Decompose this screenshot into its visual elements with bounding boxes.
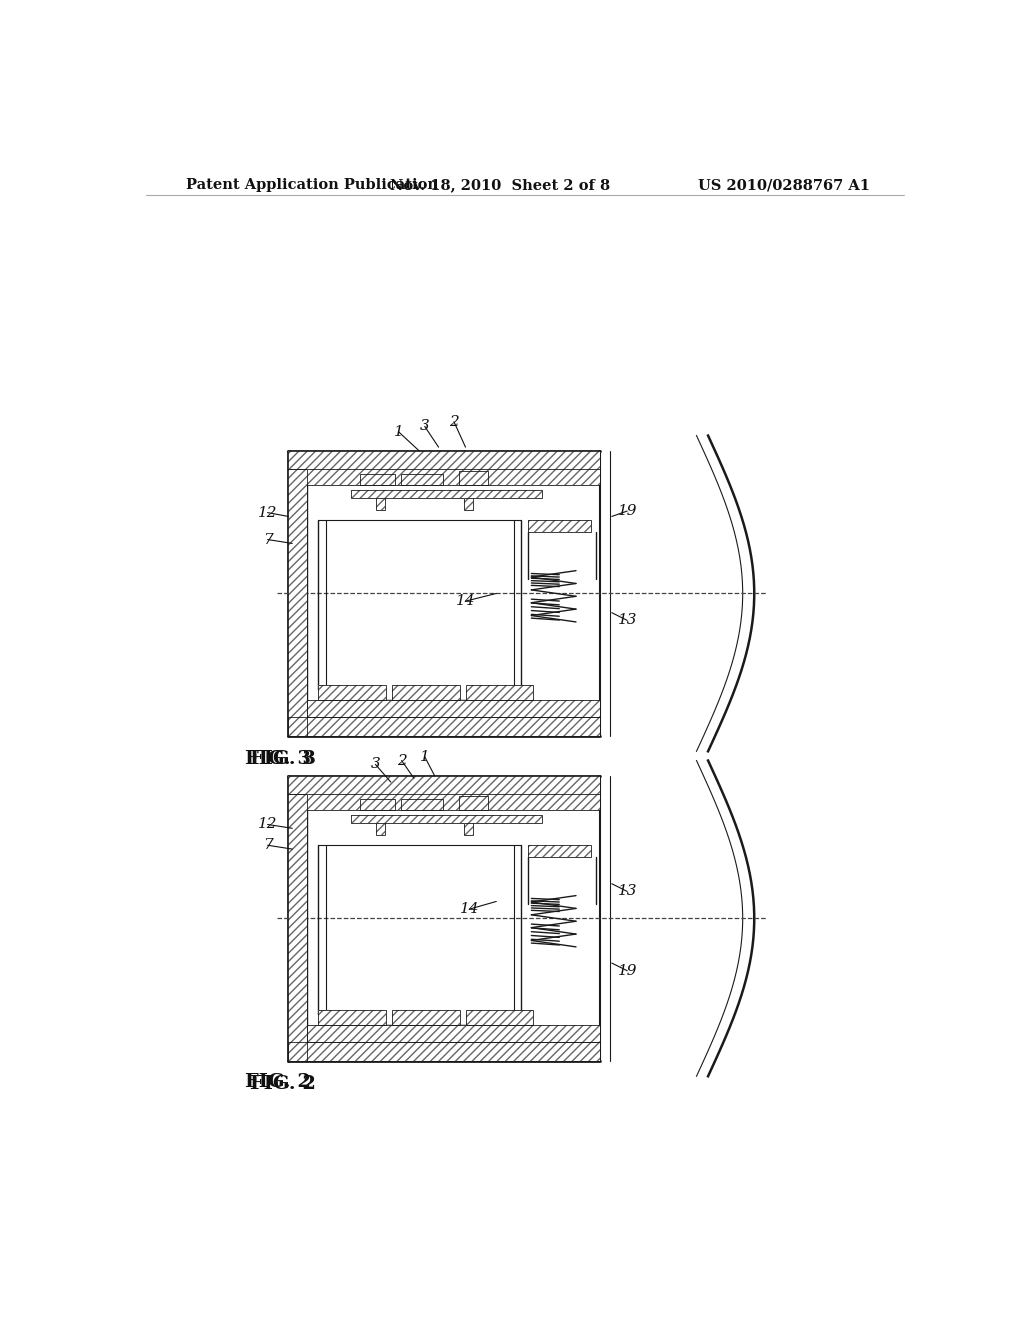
Bar	[307, 701, 600, 718]
Bar	[318, 1010, 386, 1026]
Bar	[527, 845, 591, 857]
Bar	[351, 490, 542, 498]
Bar	[460, 796, 487, 810]
Text: 1: 1	[420, 750, 430, 764]
Bar	[392, 685, 460, 701]
Bar	[289, 1043, 600, 1061]
Bar	[318, 685, 386, 701]
Bar	[466, 685, 534, 701]
Bar	[307, 470, 600, 486]
Bar	[527, 520, 591, 532]
Text: 19: 19	[617, 504, 637, 517]
Bar	[392, 685, 460, 701]
Bar	[289, 1043, 600, 1061]
Text: 7: 7	[263, 532, 272, 546]
Bar	[392, 1010, 460, 1026]
Bar	[351, 814, 542, 822]
Bar	[527, 845, 591, 857]
Bar	[318, 1010, 386, 1026]
Bar	[307, 1026, 600, 1043]
Bar	[460, 471, 487, 486]
Text: 7: 7	[263, 838, 272, 853]
Bar	[400, 799, 443, 810]
Text: Nov. 18, 2010  Sheet 2 of 8: Nov. 18, 2010 Sheet 2 of 8	[390, 178, 610, 193]
Bar	[289, 776, 600, 795]
Bar	[400, 474, 443, 486]
Text: 14: 14	[460, 902, 479, 916]
Bar	[359, 799, 395, 810]
Text: 2: 2	[450, 414, 459, 429]
Text: 13: 13	[617, 884, 637, 899]
Text: Patent Application Publication: Patent Application Publication	[186, 178, 438, 193]
Bar	[289, 470, 307, 737]
Bar	[307, 701, 600, 718]
Bar	[307, 795, 600, 810]
Bar	[376, 822, 385, 836]
Bar	[307, 1026, 600, 1043]
Bar	[464, 822, 473, 836]
Bar	[289, 451, 600, 470]
Text: FIG. 3: FIG. 3	[250, 750, 316, 768]
Text: 1: 1	[393, 425, 403, 438]
Bar	[289, 470, 307, 737]
Text: 12: 12	[258, 506, 278, 520]
Text: 19: 19	[617, 964, 637, 978]
Bar	[359, 474, 395, 486]
Text: 3: 3	[420, 420, 430, 433]
Bar	[307, 795, 600, 810]
Bar	[351, 490, 542, 498]
Bar	[464, 498, 473, 511]
Text: FIG. 2: FIG. 2	[245, 1073, 310, 1092]
Bar	[460, 471, 487, 486]
Bar	[464, 822, 473, 836]
Text: 12: 12	[258, 817, 278, 832]
Bar	[289, 795, 307, 1061]
Text: FIG. 2: FIG. 2	[250, 1074, 315, 1093]
Bar	[392, 1010, 460, 1026]
Bar	[466, 685, 534, 701]
Text: 13: 13	[617, 614, 637, 627]
Bar	[376, 498, 385, 511]
Bar	[351, 814, 542, 822]
Bar	[464, 498, 473, 511]
Bar	[289, 718, 600, 737]
Bar	[376, 498, 385, 511]
Text: 14: 14	[456, 594, 475, 609]
Bar	[289, 795, 307, 1061]
Bar	[400, 474, 443, 486]
Bar	[289, 718, 600, 737]
Text: FIG. 3: FIG. 3	[245, 750, 310, 768]
Bar	[466, 1010, 534, 1026]
Bar	[359, 474, 395, 486]
Bar	[466, 1010, 534, 1026]
Bar	[307, 470, 600, 486]
Bar	[460, 796, 487, 810]
Text: US 2010/0288767 A1: US 2010/0288767 A1	[697, 178, 869, 193]
Bar	[289, 776, 600, 795]
Text: 3: 3	[371, 758, 380, 771]
Bar	[376, 822, 385, 836]
Bar	[400, 799, 443, 810]
Bar	[527, 520, 591, 532]
Bar	[289, 451, 600, 470]
Text: 2: 2	[396, 754, 407, 767]
Bar	[318, 685, 386, 701]
Bar	[359, 799, 395, 810]
